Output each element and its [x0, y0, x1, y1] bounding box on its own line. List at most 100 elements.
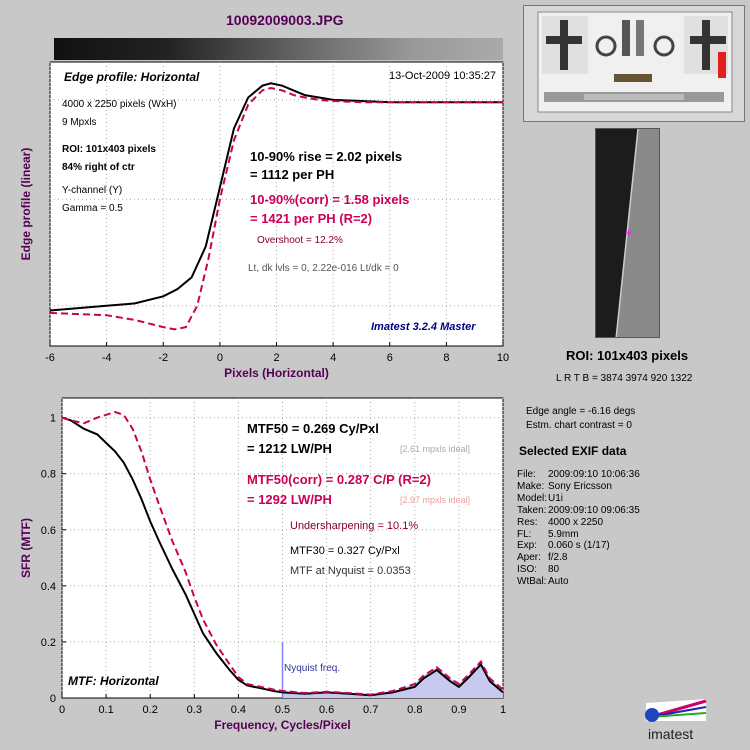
- rise-line-2: = 1112 per PH: [250, 167, 335, 182]
- y-tick-label: 0.2: [41, 637, 56, 649]
- exif-value: 80: [548, 564, 560, 576]
- y-tick-label: 0.8: [41, 469, 56, 481]
- nyquist-value-text: MTF at Nyquist = 0.0353: [290, 565, 411, 577]
- channel-line-2: Gamma = 0.5: [62, 203, 123, 214]
- mtf50corr-line-2: = 1292 LW/PH: [247, 492, 332, 507]
- svg-text:+: +: [625, 226, 632, 240]
- x-tick-label: 1: [500, 704, 506, 716]
- exif-row: Res: 4000 x 2250: [517, 517, 640, 529]
- x-tick-label: -2: [158, 352, 168, 364]
- x-tick-label: 8: [443, 352, 449, 364]
- mtf50corr-line-1: MTF50(corr) = 0.287 C/P (R=2): [247, 472, 431, 487]
- test-chart-image: [524, 6, 744, 121]
- x-tick-label: 0.2: [143, 704, 158, 716]
- levels-text: Lt, dk lvls = 0, 2.22e-016 Lt/dk = 0: [248, 263, 399, 274]
- mtf50corr-ideal: [2.97 mpxls ideal]: [400, 495, 471, 505]
- x-axis-label: Pixels (Horizontal): [224, 366, 329, 380]
- top-date: 13-Oct-2009 10:35:27: [389, 70, 497, 82]
- x-tick-label: 0.1: [98, 704, 113, 716]
- y-tick-label: 0: [50, 693, 56, 705]
- mtf-chart: 0 0.1 0.2 0.3 0.4 0.5 0.6 0.7 0.8 0.9 1 0 0.2 0.4 0.6 0…: [19, 397, 506, 732]
- edge-profile-chart: -6 -4 -2 0 2 4 6 8 10 Pixels (Horizontal) Edge pro…: [19, 61, 509, 380]
- mtf30-text: MTF30 = 0.327 Cy/Pxl: [290, 545, 400, 557]
- mtf-corr-line: [61, 410, 504, 696]
- x-axis-label: Frequency, Cycles/Pixel: [214, 718, 351, 732]
- exif-key: Taken:: [517, 504, 547, 516]
- exif-value: Sony Ericsson: [548, 480, 612, 492]
- exif-key: Res:: [517, 516, 538, 528]
- exif-value: 0.060 s (1/17): [548, 540, 610, 552]
- exif-key: Exp:: [517, 540, 538, 552]
- lrtb-text: L R T B = 3874 3974 920 1322: [556, 373, 693, 384]
- exif-value: 5.9mm: [548, 528, 579, 540]
- x-tick-label: 0.5: [275, 704, 290, 716]
- exif-value: 2009:09:10 10:06:36: [548, 469, 640, 480]
- exif-row: ISO: 80: [517, 564, 640, 576]
- exif-key: Make:: [517, 480, 545, 492]
- exif-row: Model:U1i: [517, 493, 640, 505]
- file-title: 10092009003.JPG: [226, 12, 344, 28]
- exif-key: ISO:: [517, 564, 538, 576]
- x-tick-label: 0: [217, 352, 223, 364]
- test-chart-thumbnail: [523, 5, 745, 122]
- corr-line-2: = 1421 per PH (R=2): [250, 211, 373, 226]
- exif-key: WtBal:: [517, 576, 547, 588]
- rise-line-1: 10-90% rise = 2.02 pixels: [250, 149, 403, 164]
- roi-line-2: 84% right of ctr: [62, 162, 135, 173]
- x-tick-label: 2: [273, 352, 279, 364]
- x-tick-label: 0.4: [231, 704, 246, 716]
- x-tick-label: 0.6: [319, 704, 334, 716]
- undersharpening-text: Undersharpening = 10.1%: [290, 520, 419, 532]
- y-tick-label: 0.4: [41, 581, 56, 593]
- exif-value: f/2.8: [548, 552, 568, 564]
- exif-value: 4000 x 2250: [548, 516, 604, 528]
- exif-key: Model:: [517, 492, 548, 504]
- x-tick-label: 0.9: [451, 704, 466, 716]
- y-tick-label: 1: [50, 413, 56, 425]
- exif-key: Aper:: [517, 552, 541, 564]
- x-tick-label: 0.8: [407, 704, 422, 716]
- exif-row: Aper: f/2.8: [517, 552, 640, 564]
- x-tick-label: -6: [45, 352, 55, 364]
- edge-profile-corr-line: [49, 86, 503, 331]
- x-tick-label: 4: [330, 352, 336, 364]
- exif-key: FL:: [517, 528, 532, 540]
- contrast-text: Estm. chart contrast = 0: [526, 420, 632, 431]
- imatest-logo: imatest: [640, 695, 710, 743]
- beyond-nyquist-area: [282, 661, 503, 698]
- info-line-1: 4000 x 2250 pixels (WxH): [62, 99, 177, 110]
- channel-line-1: Y-channel (Y): [62, 185, 123, 196]
- exif-row: WtBal: Auto: [517, 576, 640, 588]
- roi-line-1: ROI: 101x403 pixels: [62, 144, 156, 155]
- exif-row: Taken: 2009:09:10 09:06:35: [517, 505, 640, 517]
- overshoot-text: Overshoot = 12.2%: [257, 235, 343, 246]
- exif-value: U1i: [548, 492, 564, 504]
- svg-text:imatest: imatest: [648, 726, 693, 742]
- exif-key: File:: [517, 469, 536, 480]
- info-line-2: 9 Mpxls: [62, 117, 97, 128]
- x-tick-label: 0.3: [187, 704, 202, 716]
- bottom-panel-title: MTF: Horizontal: [68, 674, 159, 688]
- roi-title: ROI: 101x403 pixels: [566, 348, 689, 363]
- edge-angle-text: Edge angle = -6.16 degs: [526, 406, 636, 417]
- roi-edge-image: +: [596, 129, 659, 337]
- nyquist-label: Nyquist freq.: [284, 663, 341, 674]
- y-tick-label: 0.6: [41, 525, 56, 537]
- exif-row: Make: Sony Ericsson: [517, 481, 640, 493]
- y-axis-label: SFR (MTF): [19, 518, 33, 578]
- exif-list: File: 2009:09:10 10:06:36 Make: Sony Ericss…: [517, 469, 640, 588]
- exif-row: Exp: 0.060 s (1/17): [517, 540, 640, 552]
- mtf50-ideal: [2.61 mpxls ideal]: [400, 444, 471, 454]
- x-tick-label: 0: [59, 704, 65, 716]
- x-tick-label: 0.7: [363, 704, 378, 716]
- mtf-line: [61, 416, 504, 697]
- x-tick-label: -4: [102, 352, 112, 364]
- exif-value: Auto: [548, 576, 569, 588]
- edge-profile-line: [49, 82, 503, 312]
- mtf50-line-1: MTF50 = 0.269 Cy/Pxl: [247, 421, 379, 436]
- mtf50-line-2: = 1212 LW/PH: [247, 441, 332, 456]
- exif-value: 2009:09:10 09:06:35: [548, 504, 640, 516]
- exif-row: FL: 5.9mm: [517, 529, 640, 541]
- exif-title: Selected EXIF data: [519, 444, 627, 458]
- corr-line-1: 10-90%(corr) = 1.58 pixels: [250, 192, 410, 207]
